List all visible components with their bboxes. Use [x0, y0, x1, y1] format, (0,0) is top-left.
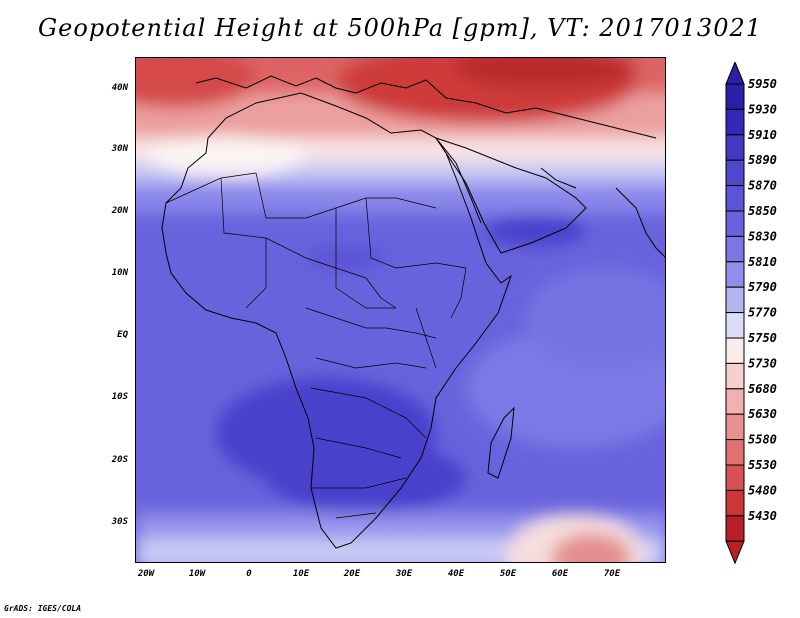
lon-label-0: 0 [246, 569, 252, 579]
colorbar-level-label: 5830 [748, 229, 777, 243]
lon-label-50e: 50E [499, 569, 517, 579]
colorbar-graphic: 5950 5930 5910 5890 5870 5850 5830 5810 5790 5770… [725, 62, 777, 565]
colorbar-top-arrow [725, 62, 745, 85]
map-panel [135, 57, 666, 563]
colorbar-level-label: 5790 [748, 280, 777, 294]
lat-label-10s: 10S [111, 392, 128, 402]
colorbar-level-label: 5480 [748, 483, 777, 497]
colorbar-cell [725, 439, 745, 466]
footer-credit: GrADS: IGES/COLA [4, 604, 82, 613]
colorbar-level-label: 5530 [748, 458, 777, 472]
lat-label-20s: 20S [111, 455, 128, 465]
colorbar-cell [725, 261, 745, 288]
lat-label-eq: EQ [117, 330, 128, 340]
colorbar-level-label: 5770 [748, 306, 777, 320]
colorbar-cell [725, 464, 745, 491]
colorbar-level-label: 5680 [748, 382, 777, 396]
colorbar-level-label: 5850 [748, 204, 777, 218]
colorbar-cell [725, 413, 745, 441]
colorbar-level-label: 5930 [748, 102, 777, 116]
lat-label-20n: 20N [111, 206, 128, 216]
colorbar-cell [725, 515, 745, 542]
lon-label-20e: 20E [343, 569, 361, 579]
colorbar-cell [725, 388, 745, 415]
colorbar-level-label: 5730 [748, 356, 777, 370]
colorbar-level-label: 5630 [748, 407, 777, 421]
lon-label-70e: 70E [603, 569, 621, 579]
map-title: Geopotential Height at 500hPa [gpm], VT:… [38, 14, 762, 42]
colorbar-legend: 5950 5930 5910 5890 5870 5850 5830 5810 5790 5770… [720, 62, 780, 565]
colorbar-level-label: 5890 [748, 153, 777, 167]
colorbar-cell [725, 210, 745, 237]
colorbar-level-label: 5810 [748, 255, 777, 269]
height-field-shading [136, 58, 665, 562]
geopotential-map [136, 58, 665, 562]
colorbar-bottom-arrow [725, 540, 745, 565]
lat-label-10n: 10N [111, 268, 128, 278]
colorbar-cell [725, 108, 745, 136]
colorbar-level-label: 5910 [748, 128, 777, 142]
lat-label-40n: 40N [111, 83, 128, 93]
colorbar-cell [725, 185, 745, 212]
colorbar-level-label: 5870 [748, 179, 777, 193]
lon-label-20w: 20W [137, 569, 155, 579]
lon-label-10e: 10E [292, 569, 310, 579]
country-borders [165, 172, 467, 519]
lon-label-10w: 10W [188, 569, 206, 579]
colorbar-cell [725, 235, 745, 263]
lon-label-60e: 60E [551, 569, 569, 579]
colorbar-level-label: 5430 [748, 509, 777, 523]
colorbar-cell [725, 337, 745, 364]
colorbar-cell [725, 362, 745, 390]
coastlines [161, 75, 665, 549]
colorbar-level-label: 5950 [748, 77, 777, 91]
colorbar-cell [725, 83, 745, 110]
colorbar-level-label: 5580 [748, 433, 777, 447]
colorbar-level-label: 5750 [748, 331, 777, 345]
colorbar-cell [725, 286, 745, 314]
lat-label-30n: 30N [111, 144, 128, 154]
colorbar-cell [725, 489, 745, 517]
colorbar-cell [725, 159, 745, 187]
lon-label-40e: 40E [447, 569, 465, 579]
colorbar-cell [725, 312, 745, 339]
lon-label-30e: 30E [395, 569, 413, 579]
lat-label-30s: 30S [111, 517, 128, 527]
colorbar-cell [725, 134, 745, 161]
